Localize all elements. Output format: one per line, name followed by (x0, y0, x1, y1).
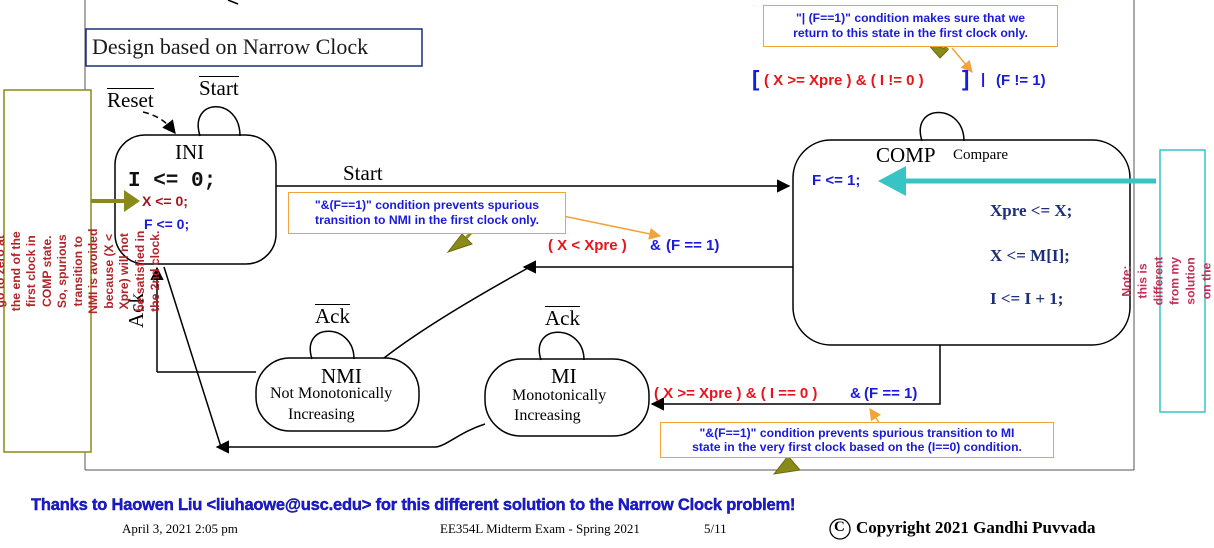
to-nmi-and: & (650, 237, 661, 254)
middle-note-line1: "&(F==1)" condition prevents spurious (314, 198, 540, 212)
top-note-pointer (951, 47, 973, 73)
middle-note: "&(F==1)" condition prevents spurious tr… (288, 192, 566, 234)
ini-state-name: INI (175, 140, 205, 164)
comp-action-f: F <= 1; (812, 172, 861, 189)
top-right-note-line1: "| (F==1)" condition makes sure that we (796, 11, 1025, 25)
footer-copyright: Copyright 2021 Gandhi Puvvada (856, 518, 1096, 537)
start-bar-label: Start (199, 76, 239, 100)
left-note-arrow-head (124, 190, 140, 212)
state-comp-box (792, 139, 1131, 346)
title-box (85, 28, 423, 67)
bottom-note-line1: "&(F==1)" condition prevents spurious tr… (699, 426, 1015, 440)
bottom-note-line2: state in the very first clock based on t… (692, 440, 1022, 454)
to-mi-f-condition: (F == 1) (864, 385, 918, 402)
to-mi-arrow (650, 345, 941, 411)
comp-state-name: COMP (876, 143, 936, 167)
footer-date: April 3, 2021 2:05 pm (122, 521, 238, 536)
to-mi-and: & (850, 385, 861, 402)
middle-note-pointer (562, 215, 662, 240)
ini-action-f: F <= 0; (144, 216, 190, 232)
ack-bar-mi-label: Ack (545, 306, 580, 330)
top-edge-arrow-fragment (227, 0, 239, 5)
mi-self-loop (538, 331, 585, 361)
to-nmi-f-condition: (F == 1) (666, 237, 720, 254)
nmi-desc-line1: Not Monotonically (270, 385, 393, 402)
ini-action-i: I <= 0; (128, 170, 217, 193)
diagram-title: Design based on Narrow Clock (92, 34, 369, 59)
comp-self-loop (919, 111, 965, 142)
mi-state-name: MI (551, 364, 577, 388)
left-vertical-note-text: This initialization of X to zero will ca… (0, 228, 162, 314)
comp-action-x: X <= M[I]; (990, 246, 1070, 265)
mi-desc-line1: Monotonically (512, 387, 607, 404)
comp-self-f-condition: (F != 1) (996, 72, 1046, 89)
mi-ack-return-line (163, 266, 486, 448)
right-note-arrow-head (878, 166, 906, 196)
copyright-symbol: C (834, 519, 845, 535)
ack-bar-nmi-label: Ack (315, 304, 350, 328)
footer-course: EE354L Midterm Exam - Spring 2021 (440, 521, 640, 536)
ini-self-loop (197, 106, 241, 137)
comp-self-bracket-left: [ (752, 66, 760, 91)
comp-action-xpre: Xpre <= X; (990, 201, 1073, 220)
nmi-self-loop (309, 330, 355, 360)
copyright-circle (829, 518, 851, 540)
middle-note-line2: transition to NMI in the first clock onl… (315, 213, 539, 227)
thanks-line: Thanks to Haowen Liu <liuhaowe@usc.edu> … (31, 496, 796, 514)
comp-self-or: | (981, 71, 986, 88)
right-vertical-note-text: Note: this is different from my solution… (1119, 256, 1214, 306)
to-nmi-arrow-curve (383, 267, 529, 359)
state-mi-box (484, 358, 650, 437)
reset-label: Reset (107, 88, 154, 112)
comp-self-bracket-right: ] (962, 66, 970, 91)
bottom-note-pointer (869, 408, 881, 425)
left-note-box (3, 89, 92, 453)
nmi-desc-line2: Increasing (288, 406, 355, 423)
left-vertical-note: This initialization of X to zero will ca… (0, 90, 162, 452)
footer-page: 5/11 (704, 521, 727, 536)
reset-arrow (142, 111, 176, 135)
comp-state-subtitle: Compare (953, 147, 1008, 163)
top-right-note: "| (F==1)" condition makes sure that we … (763, 5, 1058, 47)
state-nmi-box (255, 357, 420, 432)
to-nmi-condition: ( X < Xpre ) (548, 237, 627, 254)
comp-action-i: I <= I + 1; (990, 289, 1064, 308)
right-note-box (1159, 149, 1206, 413)
nmi-state-name: NMI (321, 364, 362, 388)
top-right-note-line2: return to this state in the first clock … (793, 26, 1028, 40)
start-label: Start (343, 161, 383, 185)
ini-action-x: X <= 0; (142, 193, 188, 209)
comp-self-condition: ( X >= Xpre ) & ( I != 0 ) (764, 72, 924, 89)
right-vertical-note: Note: this is different from my solution… (1120, 150, 1214, 412)
mi-desc-line2: Increasing (514, 407, 581, 424)
to-mi-condition: ( X >= Xpre ) & ( I == 0 ) (654, 385, 818, 402)
bottom-note: "&(F==1)" condition prevents spurious tr… (660, 422, 1054, 458)
